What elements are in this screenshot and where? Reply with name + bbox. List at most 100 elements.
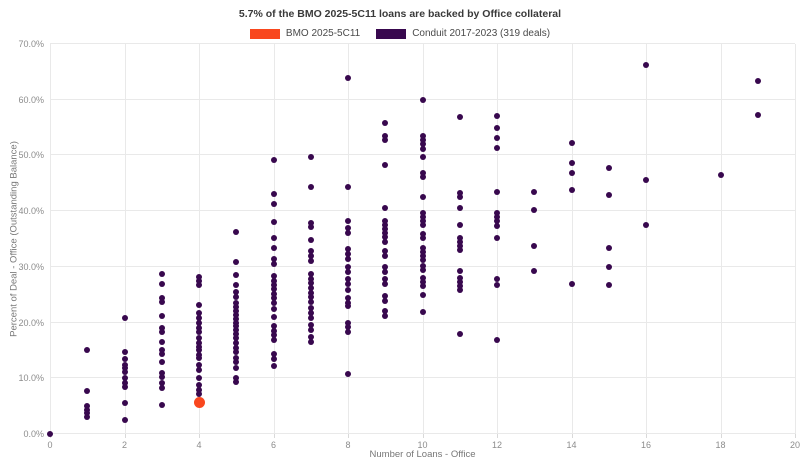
scatter-point[interactable] — [456, 234, 463, 241]
scatter-point[interactable] — [456, 282, 463, 289]
scatter-point[interactable] — [382, 222, 389, 229]
scatter-point[interactable] — [233, 359, 240, 366]
scatter-point[interactable] — [531, 243, 538, 250]
scatter-point[interactable] — [494, 209, 500, 216]
scatter-point[interactable] — [456, 267, 463, 274]
scatter-point[interactable] — [196, 281, 202, 288]
scatter-point[interactable] — [233, 354, 240, 361]
scatter-point[interactable] — [196, 320, 202, 327]
scatter-point[interactable] — [456, 114, 463, 120]
scatter-point[interactable] — [270, 272, 277, 279]
scatter-point[interactable] — [419, 235, 426, 242]
scatter-point[interactable] — [233, 319, 240, 326]
scatter-point[interactable] — [158, 325, 165, 332]
scatter-point[interactable] — [307, 326, 314, 333]
scatter-point[interactable] — [419, 278, 426, 285]
scatter-point[interactable] — [382, 132, 389, 139]
scatter-point[interactable] — [494, 188, 500, 195]
scatter-point[interactable] — [270, 282, 277, 289]
scatter-point[interactable] — [419, 257, 426, 264]
scatter-point[interactable] — [158, 359, 165, 366]
scatter-point[interactable] — [158, 402, 165, 409]
scatter-point[interactable] — [158, 339, 165, 346]
scatter-point[interactable] — [345, 256, 351, 263]
scatter-point[interactable] — [233, 311, 240, 318]
scatter-point[interactable] — [419, 244, 426, 251]
scatter-point[interactable] — [456, 189, 463, 196]
scatter-point[interactable] — [419, 97, 426, 104]
scatter-point[interactable] — [345, 75, 351, 81]
scatter-point[interactable] — [754, 111, 761, 118]
scatter-point[interactable] — [233, 375, 240, 382]
scatter-point[interactable] — [419, 291, 426, 298]
scatter-point[interactable] — [456, 205, 463, 212]
scatter-point[interactable] — [345, 324, 351, 331]
scatter-point[interactable] — [196, 329, 202, 336]
scatter-point[interactable] — [456, 278, 463, 285]
scatter-point[interactable] — [345, 295, 351, 302]
scatter-point[interactable] — [419, 145, 426, 152]
scatter-point[interactable] — [307, 290, 314, 297]
scatter-point[interactable] — [643, 176, 649, 183]
scatter-point[interactable] — [270, 245, 277, 252]
scatter-point[interactable] — [233, 300, 240, 307]
scatter-point[interactable] — [382, 312, 389, 319]
scatter-point[interactable] — [307, 339, 314, 346]
scatter-point[interactable] — [121, 417, 128, 424]
scatter-point[interactable] — [233, 323, 240, 330]
scatter-point[interactable] — [158, 379, 165, 386]
scatter-point[interactable] — [382, 161, 389, 168]
scatter-point[interactable] — [494, 276, 500, 283]
scatter-point[interactable] — [196, 387, 202, 393]
scatter-point[interactable] — [233, 349, 240, 356]
scatter-point[interactable] — [193, 396, 205, 408]
scatter-point[interactable] — [531, 207, 538, 214]
scatter-point[interactable] — [717, 171, 724, 178]
scatter-point[interactable] — [494, 222, 500, 229]
scatter-point[interactable] — [382, 218, 389, 225]
scatter-point[interactable] — [121, 365, 128, 372]
scatter-point[interactable] — [382, 229, 389, 236]
scatter-point[interactable] — [307, 153, 314, 160]
scatter-point[interactable] — [307, 305, 314, 312]
scatter-point[interactable] — [568, 170, 575, 177]
scatter-point[interactable] — [158, 298, 165, 305]
scatter-point[interactable] — [233, 364, 240, 371]
scatter-point[interactable] — [270, 291, 277, 298]
scatter-point[interactable] — [307, 298, 314, 305]
scatter-point[interactable] — [307, 237, 314, 244]
scatter-point[interactable] — [382, 297, 389, 304]
scatter-point[interactable] — [643, 222, 649, 229]
scatter-point[interactable] — [196, 390, 202, 397]
scatter-point[interactable] — [382, 264, 389, 271]
scatter-point[interactable] — [84, 414, 91, 421]
scatter-point[interactable] — [233, 293, 240, 300]
scatter-point[interactable] — [121, 368, 128, 375]
scatter-point[interactable] — [345, 370, 351, 377]
scatter-point[interactable] — [270, 191, 277, 198]
scatter-point[interactable] — [233, 315, 240, 322]
scatter-point[interactable] — [233, 378, 240, 385]
scatter-point[interactable] — [382, 252, 389, 259]
scatter-point[interactable] — [345, 276, 351, 283]
scatter-point[interactable] — [605, 192, 612, 198]
scatter-point[interactable] — [307, 310, 314, 317]
scatter-point[interactable] — [456, 243, 463, 250]
scatter-point[interactable] — [494, 125, 500, 132]
scatter-point[interactable] — [196, 381, 202, 388]
scatter-point[interactable] — [419, 222, 426, 229]
scatter-point[interactable] — [382, 204, 389, 211]
scatter-point[interactable] — [419, 173, 426, 180]
scatter-point[interactable] — [307, 280, 314, 287]
scatter-point[interactable] — [270, 300, 277, 307]
scatter-point[interactable] — [233, 303, 240, 310]
scatter-point[interactable] — [345, 184, 351, 191]
scatter-point[interactable] — [196, 340, 202, 347]
scatter-point[interactable] — [419, 275, 426, 281]
scatter-point[interactable] — [158, 281, 165, 288]
scatter-point[interactable] — [158, 369, 165, 376]
scatter-point[interactable] — [84, 402, 91, 409]
scatter-point[interactable] — [382, 307, 389, 314]
scatter-point[interactable] — [494, 218, 500, 225]
scatter-point[interactable] — [307, 219, 314, 226]
